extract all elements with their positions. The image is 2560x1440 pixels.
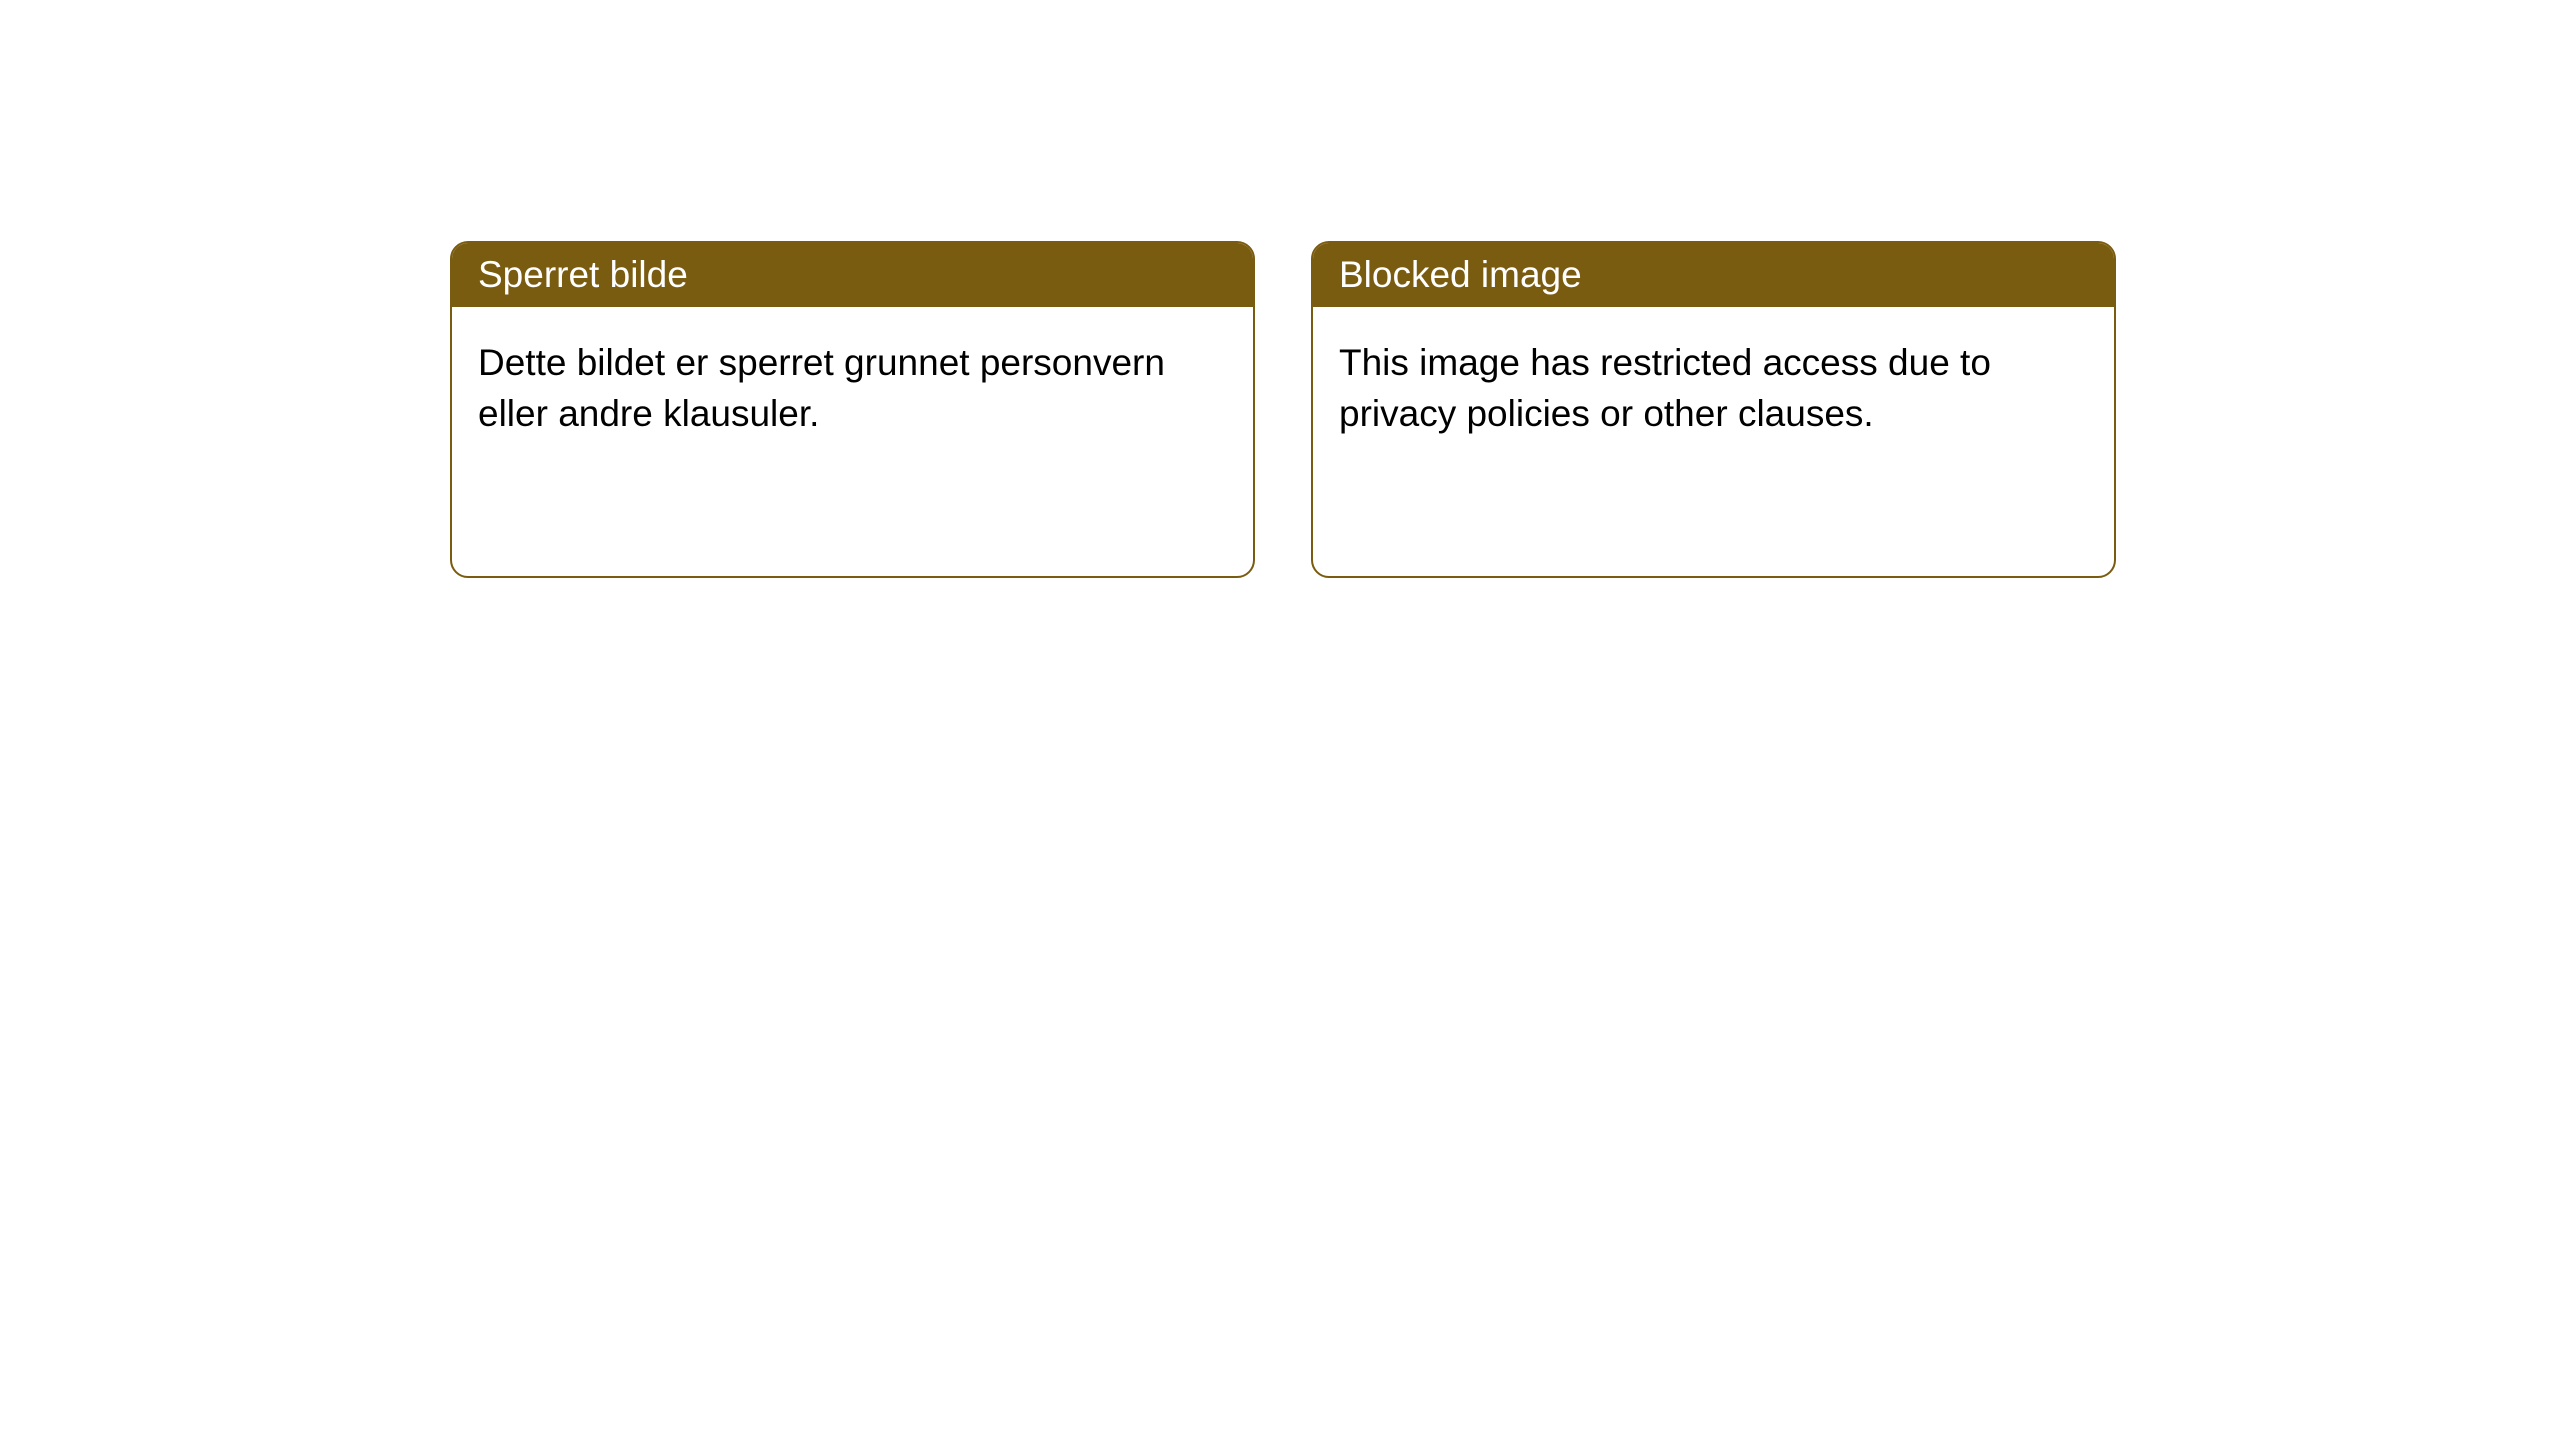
notice-body: This image has restricted access due to … xyxy=(1313,307,2114,469)
notice-container: Sperret bilde Dette bildet er sperret gr… xyxy=(0,0,2560,578)
notice-body-text: Dette bildet er sperret grunnet personve… xyxy=(478,342,1165,434)
notice-title: Sperret bilde xyxy=(478,254,688,295)
notice-header: Blocked image xyxy=(1313,243,2114,307)
notice-header: Sperret bilde xyxy=(452,243,1253,307)
notice-body: Dette bildet er sperret grunnet personve… xyxy=(452,307,1253,469)
notice-box-norwegian: Sperret bilde Dette bildet er sperret gr… xyxy=(450,241,1255,578)
notice-box-english: Blocked image This image has restricted … xyxy=(1311,241,2116,578)
notice-body-text: This image has restricted access due to … xyxy=(1339,342,1991,434)
notice-title: Blocked image xyxy=(1339,254,1582,295)
